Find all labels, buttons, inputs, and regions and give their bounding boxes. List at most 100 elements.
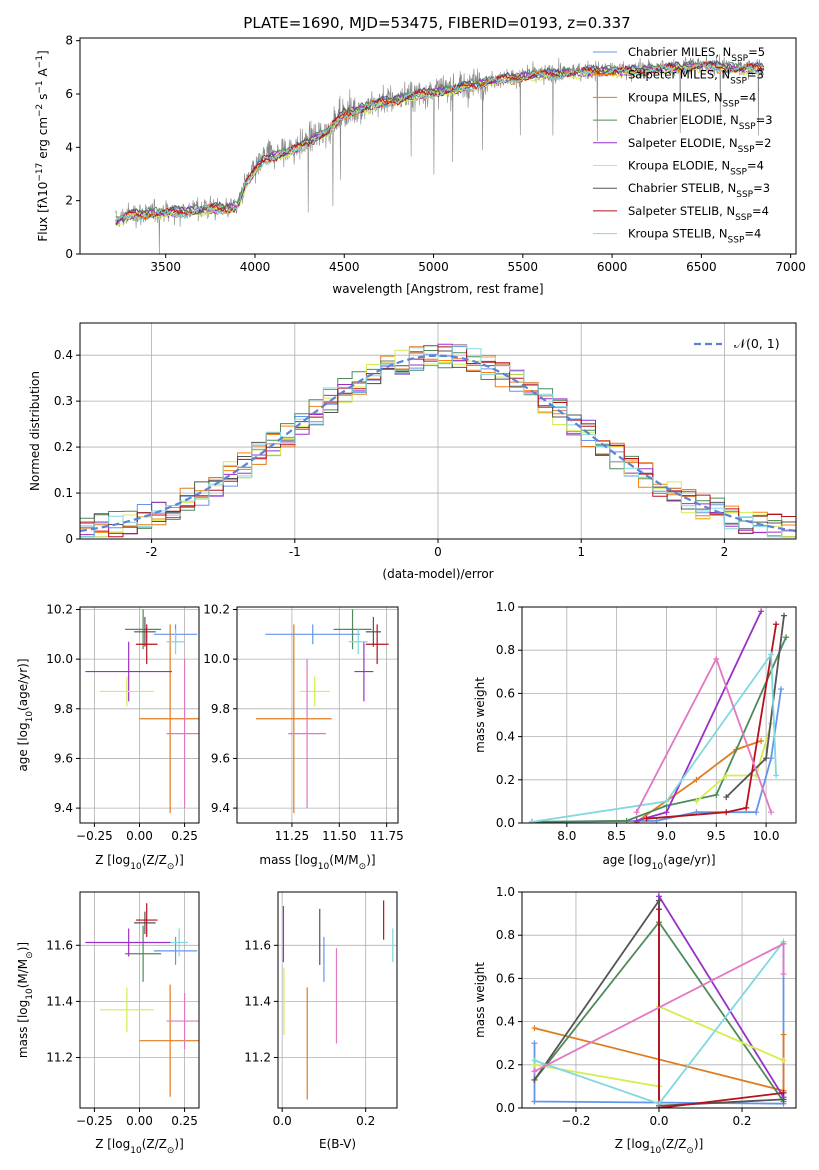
axes-frame	[79, 37, 797, 255]
series-marker	[780, 1096, 787, 1103]
y-tick-label: 0.3	[54, 394, 73, 408]
x-tick-label: 9.5	[707, 829, 726, 843]
series-line-salpeter_stelib	[646, 624, 777, 820]
x-tick-label: −0.25	[76, 829, 113, 843]
plot-area	[85, 903, 199, 1097]
series-marker	[780, 971, 787, 978]
axes-frame	[277, 891, 398, 1109]
y-tick-label: 9.8	[211, 702, 230, 716]
x-axis-label: E(B-V)	[319, 1137, 356, 1151]
x-axis-label: mass [log10(M/M⊙)]	[259, 853, 375, 872]
series-marker	[531, 1025, 538, 1032]
x-tick-label: −0.2	[561, 1114, 590, 1128]
errorbar-point	[139, 624, 199, 814]
y-tick-label: 11.2	[46, 1051, 73, 1065]
massweight-vs-Z-panel: −0.2 0.0 0.2 0.0 0.2 0.4 0.6 0.8 1.0 Z [log10(Z/Z…	[473, 885, 797, 1156]
plot-area	[255, 609, 389, 814]
age-vs-mass-panel: 11.25 11.50 11.75 9.4 9.6 9.8 10.0 10.2 mass [lo…	[203, 602, 404, 872]
y-tick-label: 0.2	[496, 773, 515, 787]
series-marker	[531, 1068, 538, 1075]
x-tick-label: 4000	[240, 260, 271, 274]
y-tick-label: 10.0	[46, 652, 73, 666]
age-vs-Z-panel: −0.25 0.00 0.25 9.4 9.6 9.8 10.0 10.2 Z [log10(Z…	[16, 602, 200, 872]
errorbar-point	[288, 659, 327, 809]
errorbar-point	[299, 676, 330, 707]
y-tick-label: 9.6	[211, 751, 230, 765]
x-tick-label: 2	[721, 545, 729, 559]
series-marker	[633, 809, 640, 816]
x-tick-label: 0.2	[356, 1114, 375, 1128]
y-tick-label: 4	[65, 140, 73, 154]
x-tick-label: 8.5	[607, 829, 626, 843]
y-tick-label: 8	[65, 34, 73, 48]
series-line-kroupa_stelib	[531, 651, 777, 823]
y-tick-label: 0.6	[496, 971, 515, 985]
errorbar-point	[99, 987, 154, 1033]
x-tick-label: 11.75	[369, 829, 403, 843]
y-tick-label: 11.6	[46, 938, 73, 952]
normal-curve	[80, 354, 796, 532]
legend-entry: 𝒩(0, 1)	[734, 336, 780, 351]
y-tick-label: 11.4	[46, 994, 73, 1008]
series-marker	[531, 1098, 538, 1105]
legend-entry: Salpeter MILES, NSSP=3	[628, 68, 764, 87]
x-axis-label: Z [log10(Z/Z⊙)]	[615, 1137, 704, 1156]
x-tick-label: 5000	[418, 260, 449, 274]
plot-area	[85, 609, 199, 814]
histogram-salpeter_stelib	[80, 344, 796, 538]
spectrum-panel: 3500 4000 4500 5000 5500 6000 6500 7000 0 2 4 6 8 Flu…	[35, 34, 806, 296]
y-axis-label: mass weight	[473, 677, 487, 753]
x-tick-label: 0	[434, 545, 442, 559]
y-tick-label: 0.2	[54, 440, 73, 454]
y-axis-label: Normed distribution	[28, 371, 42, 491]
series-marker	[723, 772, 730, 779]
x-axis-label: (data-model)/error	[382, 567, 493, 581]
legend-entry: Kroupa ELODIE, NSSP=4	[628, 159, 764, 178]
plot-area	[528, 608, 790, 823]
y-tick-label: 9.4	[54, 801, 73, 815]
y-axis-label: mass weight	[473, 962, 487, 1038]
series-marker	[531, 1057, 538, 1064]
series-marker	[663, 798, 670, 805]
x-tick-label: 9.0	[657, 829, 676, 843]
legend-entry: Kroupa STELIB, NSSP=4	[628, 227, 761, 246]
series-marker	[531, 1040, 538, 1047]
y-tick-label: 9.4	[211, 801, 230, 815]
errorbar-point	[135, 903, 158, 937]
x-tick-label: 8.0	[557, 829, 576, 843]
x-axis-label: Z [log10(Z/Z⊙)]	[95, 1137, 184, 1156]
plot-area	[282, 900, 394, 1100]
plot-area	[115, 54, 765, 254]
y-axis-label: Flux [fλ10−17 erg cm−2 s−1 A−1]	[35, 50, 50, 241]
series-marker	[713, 655, 720, 662]
series-marker	[780, 1031, 787, 1038]
series-marker	[643, 815, 650, 822]
mass-vs-Z-panel: −0.25 0.00 0.25 11.2 11.4 11.6 Z [log10(Z/Z⊙)]…	[16, 891, 200, 1156]
x-tick-label: 0.0	[273, 1114, 292, 1128]
x-tick-label: 0.0	[649, 1114, 668, 1128]
legend: Chabrier MILES, NSSP=5 Salpeter MILES, NS…	[593, 45, 773, 246]
x-tick-label: 3500	[150, 260, 181, 274]
x-axis-label: Z [log10(Z/Z⊙)]	[95, 853, 184, 872]
series-marker	[780, 1089, 787, 1096]
series-marker	[753, 809, 760, 816]
y-tick-label: 0.1	[54, 486, 73, 500]
y-tick-label: 0.0	[496, 1101, 515, 1115]
series-marker	[768, 651, 775, 658]
series-marker	[663, 809, 670, 816]
series-marker	[656, 1100, 662, 1107]
series-marker	[780, 1057, 787, 1064]
x-tick-label: 4500	[329, 260, 360, 274]
series-marker	[723, 794, 730, 801]
y-tick-label: 1.0	[496, 600, 515, 614]
y-tick-label: 0.4	[496, 730, 515, 744]
x-tick-label: 7000	[775, 260, 806, 274]
x-tick-label: 0.25	[171, 829, 198, 843]
y-tick-label: 0.0	[496, 816, 515, 830]
errorbar-point	[348, 629, 368, 655]
axes-frame	[521, 606, 797, 824]
x-tick-label: 11.50	[322, 829, 356, 843]
series-marker	[780, 940, 787, 947]
x-tick-label: -2	[146, 545, 158, 559]
